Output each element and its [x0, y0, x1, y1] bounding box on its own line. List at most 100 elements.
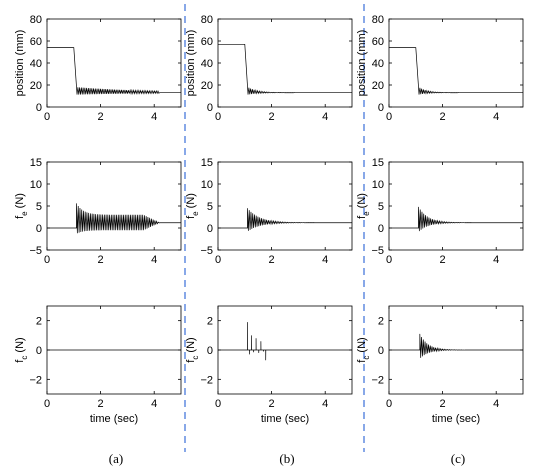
- x-tick-label: 0: [386, 398, 392, 410]
- y-tick-label: 0: [378, 102, 384, 114]
- series-line: [389, 47, 523, 95]
- y-tick-label: 10: [372, 179, 384, 191]
- y-tick-label: 80: [201, 14, 213, 26]
- axes-box: [217, 161, 353, 251]
- x-tick-label: 0: [386, 111, 392, 123]
- x-tick-label: 2: [440, 111, 446, 123]
- y-tick-label: 20: [30, 80, 42, 92]
- y-tick-label: 60: [201, 36, 213, 48]
- series-line: [218, 43, 352, 95]
- y-axis-label: fe (N): [185, 193, 200, 219]
- x-tick-label: 0: [215, 398, 221, 410]
- y-axis-label: position (mm): [356, 30, 368, 97]
- y-tick-label: 0: [36, 223, 42, 235]
- series-line: [47, 47, 181, 95]
- y-tick-label: 2: [207, 316, 213, 328]
- x-tick-label: 2: [269, 398, 275, 410]
- y-tick-label: 5: [36, 201, 42, 213]
- y-tick-label: 2: [36, 316, 42, 328]
- y-axis-label: fc (N): [14, 337, 29, 362]
- caption-a: (a): [109, 451, 123, 466]
- y-axis-label: fc (N): [356, 337, 371, 362]
- y-tick-label: 40: [201, 58, 213, 70]
- y-tick-label: 0: [36, 102, 42, 114]
- y-tick-label: 15: [372, 157, 384, 169]
- y-tick-label: 10: [201, 179, 213, 191]
- y-tick-label: 5: [207, 201, 213, 213]
- axes-box: [46, 161, 182, 251]
- x-tick-label: 2: [98, 111, 104, 123]
- x-tick-label: 0: [44, 398, 50, 410]
- x-axis-label: time (sec): [432, 413, 480, 425]
- y-tick-label: 60: [30, 36, 42, 48]
- axes-box: [217, 18, 353, 108]
- x-tick-label: 4: [493, 254, 499, 266]
- x-tick-label: 2: [98, 398, 104, 410]
- x-axis-label: time (sec): [90, 413, 138, 425]
- y-axis-label: fe (N): [14, 193, 29, 219]
- y-tick-label: −2: [29, 374, 42, 386]
- x-tick-label: 4: [322, 398, 328, 410]
- x-tick-label: 0: [44, 254, 50, 266]
- x-tick-label: 0: [386, 254, 392, 266]
- series-line: [47, 203, 181, 234]
- y-tick-label: 80: [372, 14, 384, 26]
- y-tick-label: 0: [207, 223, 213, 235]
- x-tick-label: 2: [269, 254, 275, 266]
- y-tick-label: 15: [201, 157, 213, 169]
- y-tick-label: 0: [378, 345, 384, 357]
- x-tick-label: 4: [151, 398, 157, 410]
- y-tick-label: 0: [207, 345, 213, 357]
- y-tick-label: 10: [30, 179, 42, 191]
- x-tick-label: 2: [98, 254, 104, 266]
- series-line: [389, 333, 523, 358]
- x-tick-label: 4: [322, 254, 328, 266]
- x-tick-label: 2: [440, 398, 446, 410]
- x-tick-label: 4: [151, 111, 157, 123]
- y-tick-label: 2: [378, 316, 384, 328]
- captions: (a) (b) (c): [109, 451, 465, 466]
- y-axis-label: position (mm): [185, 30, 197, 97]
- y-tick-label: −5: [29, 245, 42, 257]
- x-tick-label: 4: [322, 111, 328, 123]
- y-tick-label: −5: [371, 245, 384, 257]
- axes-box: [46, 18, 182, 108]
- x-tick-label: 2: [269, 111, 275, 123]
- y-axis-label: fe (N): [356, 193, 371, 219]
- y-tick-label: 40: [372, 58, 384, 70]
- y-tick-label: 60: [372, 36, 384, 48]
- y-tick-label: 20: [372, 80, 384, 92]
- series-line: [389, 206, 523, 232]
- y-tick-label: −5: [200, 245, 213, 257]
- x-axis-label: time (sec): [261, 413, 309, 425]
- caption-c: (c): [451, 451, 465, 466]
- y-tick-label: −2: [200, 374, 213, 386]
- y-tick-label: 0: [378, 223, 384, 235]
- axes-box: [388, 18, 524, 108]
- y-tick-label: 0: [36, 345, 42, 357]
- y-tick-label: −2: [371, 374, 384, 386]
- y-tick-label: 20: [201, 80, 213, 92]
- column-separators: [184, 4, 365, 452]
- caption-b: (b): [279, 451, 294, 466]
- series-line: [218, 322, 352, 361]
- x-tick-label: 4: [493, 398, 499, 410]
- y-tick-label: 80: [30, 14, 42, 26]
- axes-box: [388, 161, 524, 251]
- y-tick-label: 0: [207, 102, 213, 114]
- x-tick-label: 4: [493, 111, 499, 123]
- x-tick-label: 0: [215, 254, 221, 266]
- x-tick-label: 0: [44, 111, 50, 123]
- y-axis-label: fc (N): [185, 337, 200, 362]
- y-axis-label: position (mm): [14, 30, 26, 97]
